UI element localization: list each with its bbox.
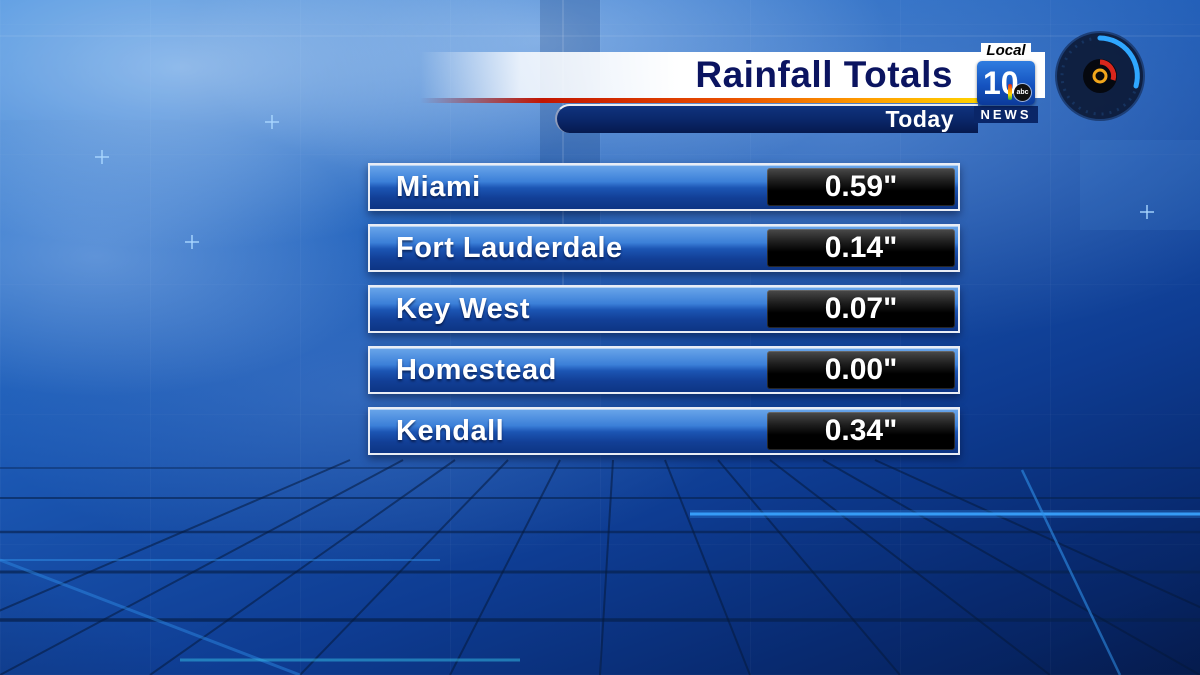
rainfall-value: 0.00" <box>824 353 898 386</box>
logo-local-text: Local <box>981 43 1031 59</box>
value-box: 0.34" <box>767 412 955 450</box>
header-title-bar: Rainfall Totals <box>420 52 1045 98</box>
table-row: Key West 0.07" <box>368 285 960 333</box>
logo-news-text: NEWS <box>974 106 1038 123</box>
logo-channel-box: 10 abc <box>977 61 1035 105</box>
grid-plus-icon <box>265 115 279 129</box>
city-label: Homestead <box>396 353 557 386</box>
logo-rainbow-bar <box>1008 84 1012 100</box>
today-label: Today <box>885 106 954 132</box>
rainfall-value: 0.07" <box>824 292 898 325</box>
rainfall-value: 0.14" <box>824 231 898 264</box>
rainfall-value: 0.59" <box>824 170 898 203</box>
rainfall-value: 0.34" <box>824 414 898 447</box>
table-row: Kendall 0.34" <box>368 407 960 455</box>
value-box: 0.00" <box>767 351 955 389</box>
value-box: 0.59" <box>767 168 955 206</box>
rainfall-table: Miami 0.59" Fort Lauderdale 0.14" Key We… <box>368 163 960 468</box>
city-label: Fort Lauderdale <box>396 231 623 264</box>
radar-dial-icon <box>1052 28 1148 124</box>
table-row: Fort Lauderdale 0.14" <box>368 224 960 272</box>
grid-plus-icon <box>185 235 199 249</box>
grid-plus-icon <box>1140 205 1154 219</box>
city-label: Miami <box>396 170 481 203</box>
abc-network-icon: abc <box>1014 84 1031 101</box>
value-box: 0.07" <box>767 290 955 328</box>
grid-plus-icon <box>95 150 109 164</box>
page-title: Rainfall Totals <box>695 54 953 95</box>
accent-stripe <box>420 98 978 103</box>
table-row: Homestead 0.00" <box>368 346 960 394</box>
subtitle-bar: Today <box>555 104 978 133</box>
value-box: 0.14" <box>767 229 955 267</box>
city-label: Key West <box>396 292 531 325</box>
city-label: Kendall <box>396 414 505 447</box>
logo-channel-number: 10 <box>983 65 1019 101</box>
local10-news-logo: Local 10 abc NEWS <box>974 42 1038 123</box>
table-row: Miami 0.59" <box>368 163 960 211</box>
